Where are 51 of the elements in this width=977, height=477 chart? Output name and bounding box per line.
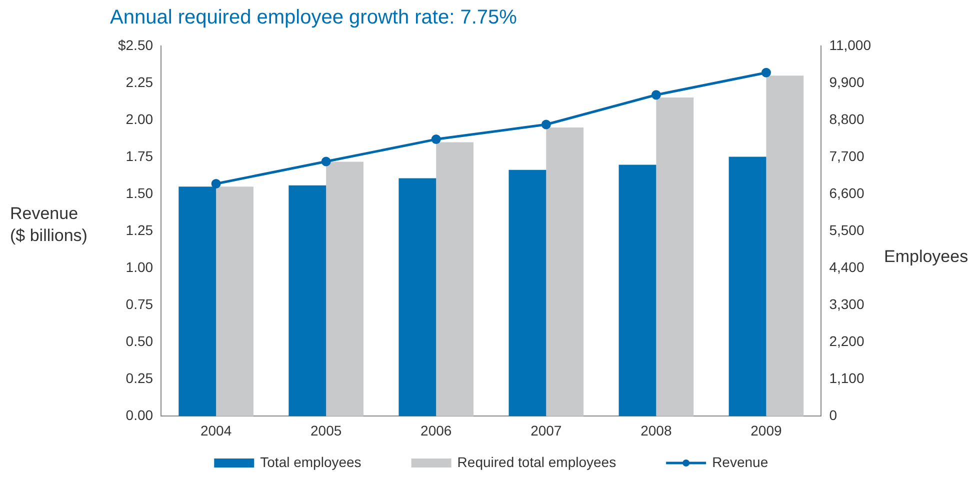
- x-tick-label: 2005: [310, 422, 342, 438]
- bar: [326, 162, 364, 416]
- y-tick-label: 2.25: [126, 74, 154, 90]
- bar: [546, 127, 584, 416]
- y-tick-label: 0.25: [126, 370, 154, 386]
- bar: [656, 97, 694, 416]
- chart-title: Annual required employee growth rate: 7.75%: [110, 6, 518, 29]
- y2-tick-label: 9,900: [829, 74, 864, 90]
- bar: [398, 178, 436, 416]
- point: [211, 178, 221, 188]
- legend-label: Required total employees: [457, 454, 616, 470]
- x-tick-label: 2006: [420, 422, 452, 438]
- bar: [288, 185, 326, 416]
- y2-tick-label: 2,200: [829, 333, 864, 350]
- y2-tick-label: 1,100: [829, 370, 864, 386]
- y-tick-label: 1.00: [126, 258, 154, 275]
- y-tick-label: 1.50: [126, 184, 154, 201]
- bar: [216, 186, 254, 416]
- bar: [618, 164, 656, 416]
- bar: [508, 170, 546, 416]
- y2-tick-label: 0: [829, 407, 838, 424]
- bar: [436, 142, 474, 416]
- y-tick-label: 0.75: [126, 296, 154, 312]
- x-tick-label: 2009: [750, 422, 782, 438]
- legend-label: Total employees: [260, 454, 362, 470]
- point: [651, 90, 661, 100]
- point: [761, 68, 771, 78]
- bar: [728, 156, 766, 416]
- point: [321, 156, 331, 166]
- x-tick-label: 2007: [530, 422, 562, 438]
- y2-tick-label: 11,000: [829, 36, 872, 53]
- y-tick-label: 1.75: [126, 148, 154, 164]
- y2-tick-label: 8,800: [829, 110, 864, 127]
- y-tick-label: $2.50: [118, 36, 154, 53]
- bar: [766, 76, 804, 416]
- y-tick-label: 2.00: [126, 110, 154, 127]
- y2-tick-label: 4,400: [829, 258, 864, 275]
- y-tick-label: 0.00: [126, 407, 154, 424]
- y2-axis-title: Employees: [884, 246, 968, 266]
- x-tick-label: 2008: [640, 422, 672, 438]
- point: [541, 120, 551, 130]
- x-tick-label: 2004: [200, 422, 232, 438]
- y2-tick-label: 5,500: [829, 222, 864, 238]
- y2-tick-label: 3,300: [829, 296, 864, 312]
- y-axis-title: Revenue ($ billions): [10, 204, 88, 245]
- legend-label: Revenue: [712, 454, 768, 470]
- y-tick-label: 1.25: [126, 222, 154, 238]
- point: [431, 134, 441, 144]
- y-tick-label: 0.50: [126, 333, 154, 350]
- y2-tick-label: 6,600: [829, 184, 864, 201]
- y2-tick-label: 7,700: [829, 148, 864, 164]
